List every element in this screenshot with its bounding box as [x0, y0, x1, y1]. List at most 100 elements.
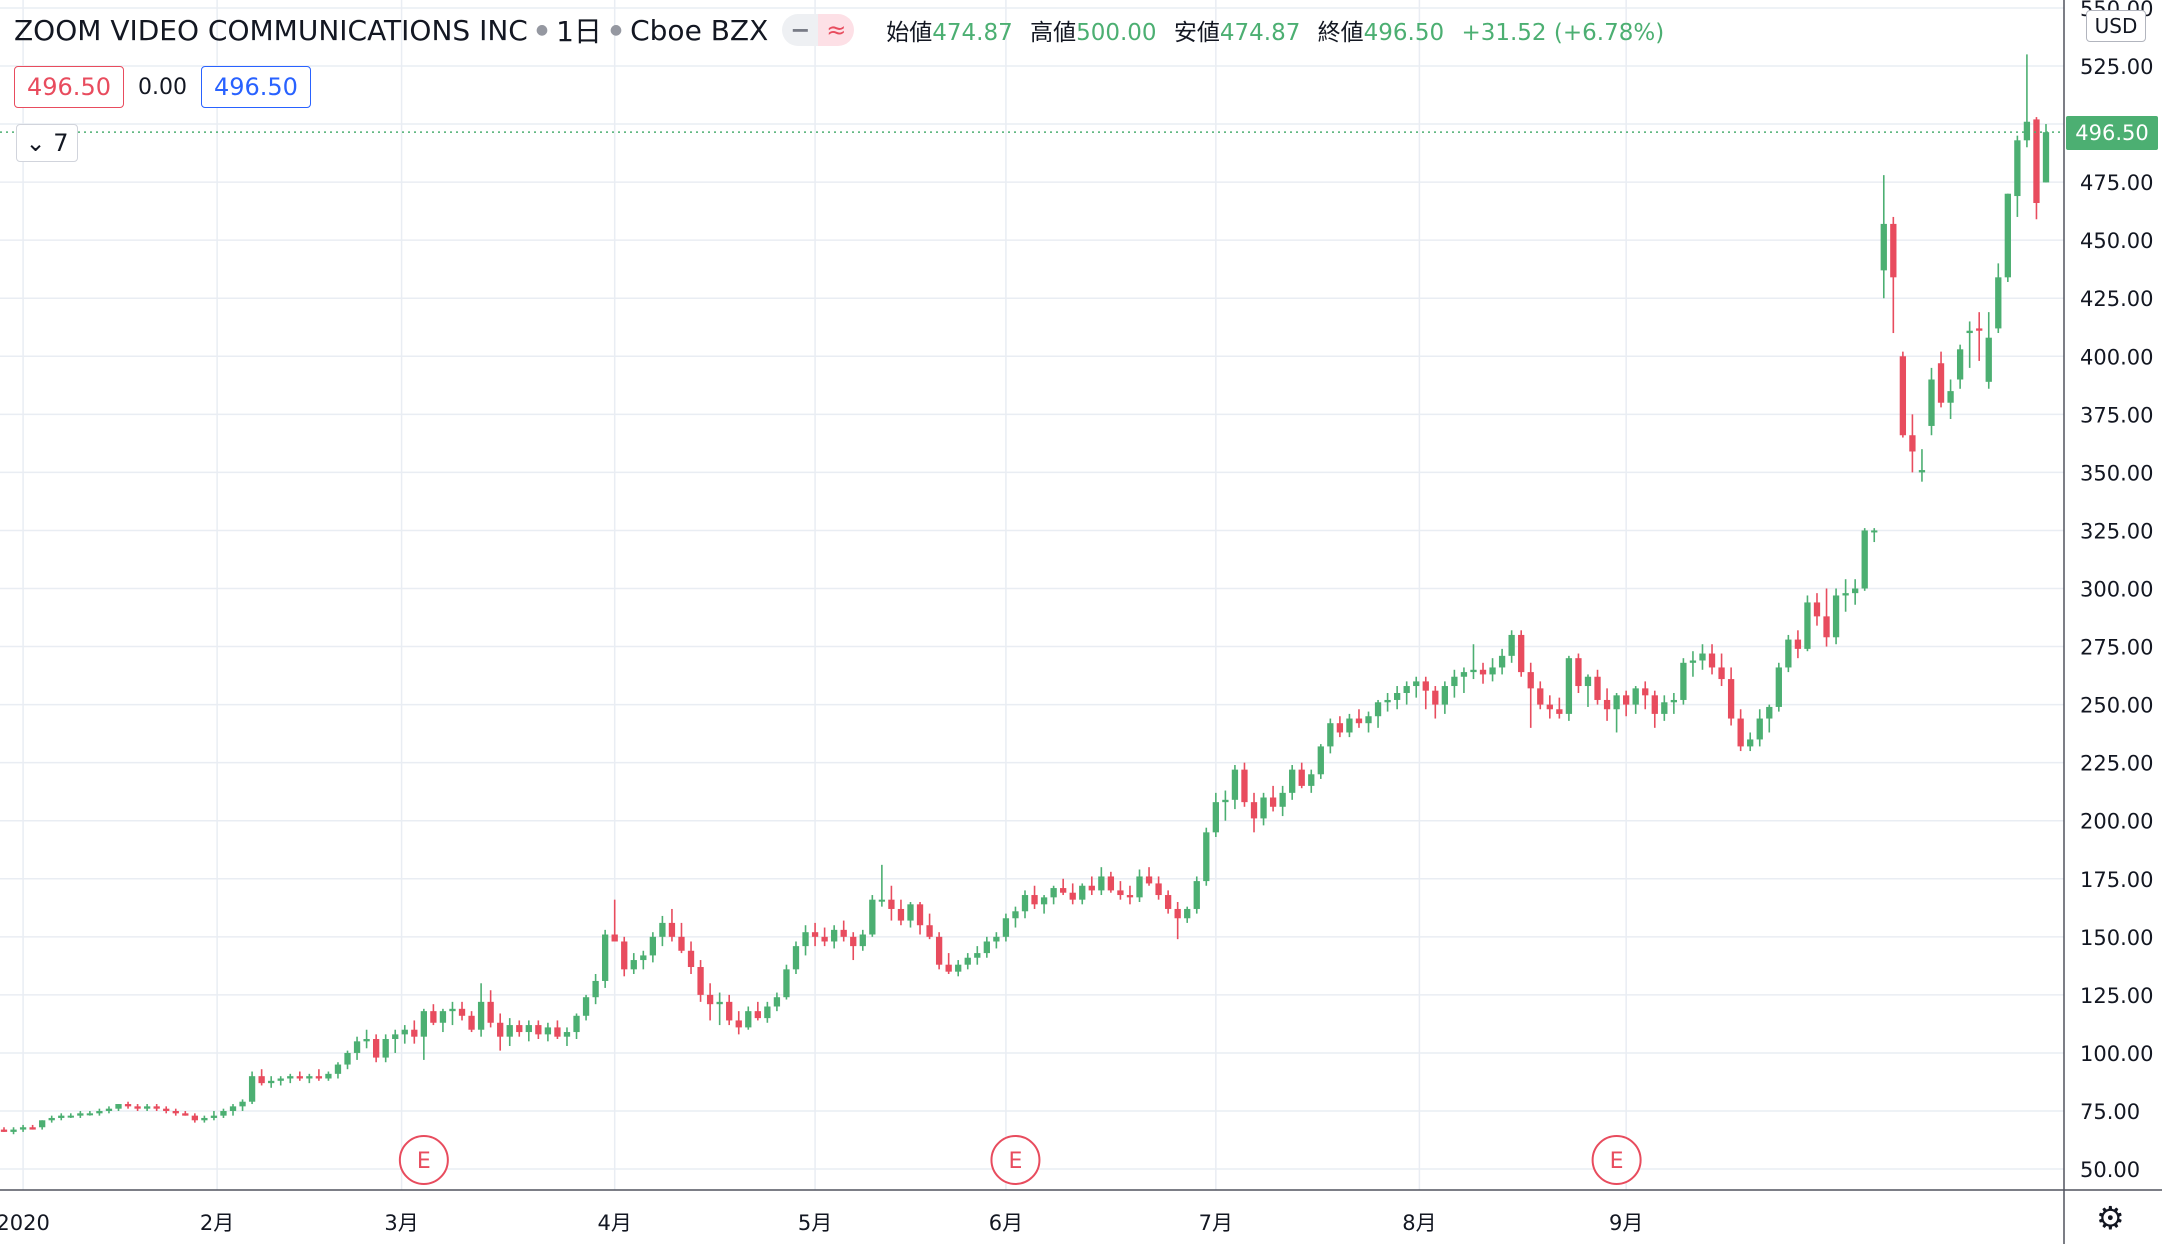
x-tick-label: 5月: [798, 1211, 832, 1235]
y-tick-label: 50.00: [2080, 1158, 2140, 1182]
candle-body: [907, 904, 914, 921]
candle-body: [1537, 688, 1544, 705]
candle-body: [935, 936, 943, 965]
y-tick-label: 400.00: [2080, 345, 2153, 369]
candle-body: [792, 946, 800, 970]
low-label: 安値: [1173, 20, 1220, 46]
candle-body: [1575, 658, 1582, 687]
approx-icon[interactable]: ≈: [818, 14, 855, 46]
interval-label[interactable]: 1日: [556, 15, 602, 48]
candle-body: [1861, 530, 1868, 589]
candle-body: [363, 1039, 370, 1042]
close-value: 496.50: [1363, 20, 1445, 46]
candle-body: [668, 922, 676, 937]
candle-body: [1852, 588, 1859, 594]
candle-body: [191, 1115, 198, 1121]
candle-body: [1775, 667, 1782, 707]
candle-body: [1737, 718, 1744, 747]
candle-body: [1374, 702, 1382, 717]
candle-body: [468, 1015, 475, 1030]
buy-button[interactable]: 496.50: [200, 66, 311, 108]
candle-body: [869, 899, 876, 935]
low-value: 474.87: [1219, 20, 1301, 46]
candle-body: [687, 950, 695, 968]
x-tick-label: 7月: [1199, 1211, 1233, 1235]
candle-body: [1498, 655, 1506, 668]
earnings-marker: [398, 1135, 449, 1185]
y-tick-label: 225.00: [2080, 752, 2153, 776]
chevron-down-icon: ⌄: [25, 129, 46, 157]
candle-body: [10, 1129, 17, 1132]
candle-body: [1241, 769, 1248, 803]
symbol-name[interactable]: ZOOM VIDEO COMMUNICATIONS INC: [14, 13, 528, 47]
candle-body: [220, 1111, 227, 1116]
separator-dot: ●: [609, 22, 623, 38]
candle-body: [1766, 706, 1773, 719]
candle-body: [1613, 695, 1620, 710]
candle-body: [1145, 876, 1153, 884]
candle-body: [134, 1106, 141, 1109]
x-tick-label: 4月: [598, 1211, 632, 1235]
y-tick-label: 425.00: [2080, 287, 2153, 311]
candle-body: [430, 1011, 437, 1023]
candle-body: [726, 1001, 733, 1021]
candle-body: [640, 955, 647, 961]
candle-body: [1871, 530, 1878, 533]
candle-body: [2042, 132, 2050, 183]
candle-body: [1928, 379, 1935, 426]
sell-button[interactable]: 496.50: [14, 66, 124, 108]
candle-body: [1393, 693, 1401, 700]
candle-body: [745, 1011, 752, 1028]
candle-body: [1518, 634, 1525, 673]
candle-body: [353, 1041, 361, 1053]
candle-body: [1451, 676, 1458, 687]
y-tick-label: 75.00: [2080, 1100, 2140, 1124]
earnings-marker-label: E: [1610, 1149, 1624, 1174]
earnings-marker: [1591, 1135, 1642, 1185]
candle-body: [420, 1011, 427, 1037]
candle-body: [229, 1106, 237, 1111]
candle-body: [1880, 223, 1887, 271]
candle-body: [840, 929, 847, 937]
candle-body: [315, 1076, 323, 1079]
legend-toggle[interactable]: − ≈: [782, 14, 855, 46]
candle-body: [754, 1011, 761, 1019]
candle-body: [1432, 690, 1439, 705]
candle-body: [926, 925, 933, 937]
candle-body: [897, 908, 905, 921]
y-tick-label: 350.00: [2080, 461, 2153, 485]
candle-body: [2033, 119, 2040, 204]
candle-body: [1384, 699, 1391, 703]
spread-value: 0.00: [137, 74, 187, 100]
candle-body: [1813, 602, 1821, 617]
candle-body: [1079, 885, 1086, 900]
candle-body: [96, 1111, 103, 1114]
candle-body: [582, 997, 590, 1016]
candle-body: [268, 1080, 275, 1084]
candle-body: [29, 1127, 36, 1130]
candle-body: [1050, 888, 1057, 898]
candle-body: [1088, 885, 1095, 891]
candle-body: [1976, 328, 1983, 331]
candle-body: [1899, 356, 1907, 436]
minus-icon[interactable]: −: [782, 14, 819, 46]
candle-body: [1222, 799, 1229, 803]
symbol-legend: ZOOM VIDEO COMMUNICATIONS INC ● 1日 ● Cbo…: [14, 10, 1664, 50]
candle-body: [58, 1115, 65, 1118]
candle-body: [344, 1052, 351, 1065]
candle-body: [1527, 672, 1534, 689]
settings-gear-icon[interactable]: ⚙: [2096, 1199, 2125, 1237]
candle-body: [1651, 695, 1658, 714]
candle-body: [239, 1101, 246, 1107]
candle-body: [2004, 193, 2011, 278]
candle-body: [1718, 667, 1725, 680]
currency-button[interactable]: USD: [2086, 10, 2146, 42]
candle-body: [525, 1025, 532, 1033]
candle-body: [1689, 660, 1697, 663]
earnings-marker: [990, 1135, 1041, 1185]
candle-body: [993, 936, 1000, 942]
candle-body: [458, 1008, 466, 1016]
collapse-indicators-button[interactable]: ⌄ 7: [16, 124, 78, 162]
candle-body: [277, 1078, 284, 1081]
